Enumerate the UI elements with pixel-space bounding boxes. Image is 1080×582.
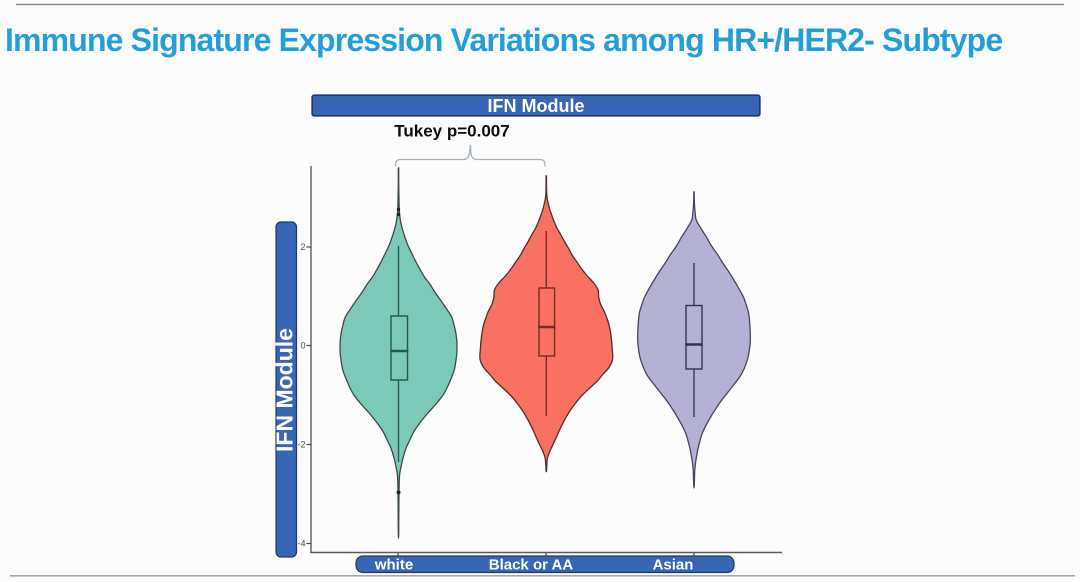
svg-text:-2: -2	[297, 440, 305, 450]
svg-text:white: white	[374, 557, 413, 574]
svg-text:Asian: Asian	[653, 557, 694, 574]
svg-text:IFN Module: IFN Module	[272, 328, 298, 452]
svg-text:IFN Module: IFN Module	[488, 96, 585, 116]
svg-text:2: 2	[300, 242, 305, 252]
svg-text:Tukey p=0.007: Tukey p=0.007	[394, 122, 509, 141]
svg-text:0: 0	[300, 341, 305, 351]
svg-text:-4: -4	[297, 539, 305, 549]
svg-text:Black or AA: Black or AA	[489, 557, 574, 574]
